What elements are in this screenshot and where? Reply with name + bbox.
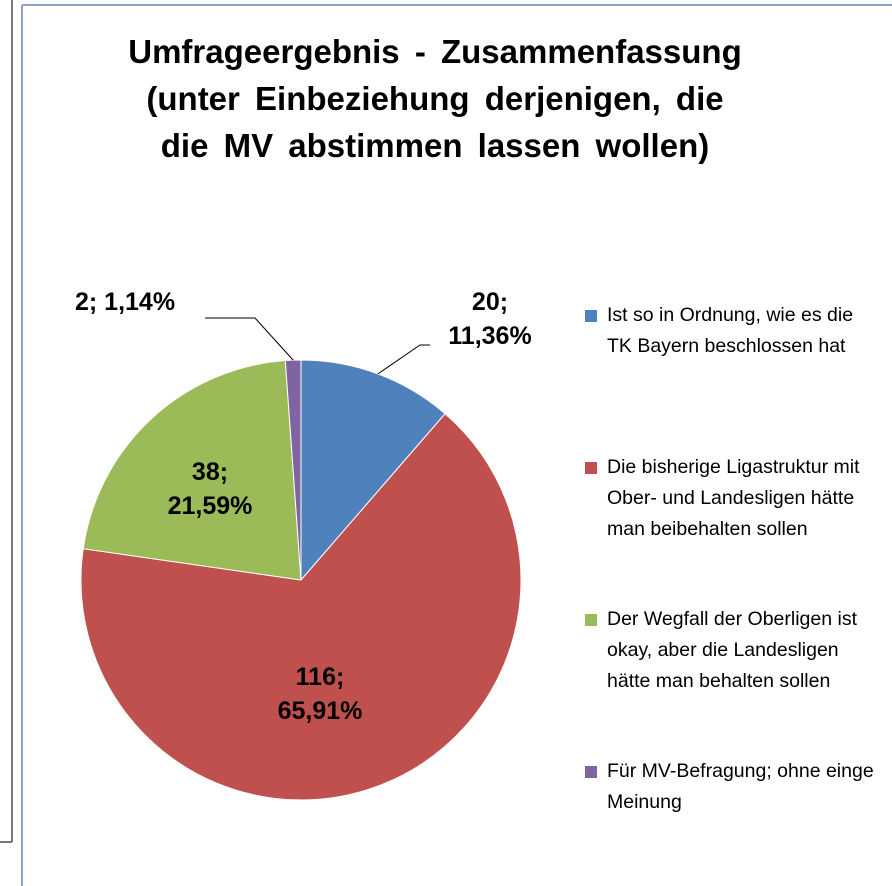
data-label: 2; 1,14% bbox=[75, 288, 176, 316]
data-label: 20; 11,36% bbox=[448, 288, 532, 350]
legend-swatch bbox=[585, 766, 597, 778]
legend-item: Die bisherige Ligastruktur mit Ober- und… bbox=[585, 452, 875, 545]
legend-label: Die bisherige Ligastruktur mit Ober- und… bbox=[607, 456, 860, 540]
legend-item: Ist so in Ordnung, wie es die TK Bayern … bbox=[585, 300, 875, 362]
legend-item: Für MV-Befragung; ohne einge Meinung bbox=[585, 756, 875, 818]
leader-line bbox=[377, 344, 430, 375]
legend-label: Für MV-Befragung; ohne einge Meinung bbox=[607, 760, 874, 813]
pie-slice bbox=[300, 359, 446, 582]
legend-swatch bbox=[585, 462, 597, 474]
legend-swatch bbox=[585, 614, 597, 626]
legend-label: Der Wegfall der Oberligen ist okay, aber… bbox=[607, 608, 857, 692]
data-label: 38; 21,59% bbox=[167, 458, 253, 520]
chart-title: Umfrageergebnis - Zusammenfassung (unter… bbox=[128, 33, 742, 164]
data-label: 116; 65,91% bbox=[277, 663, 363, 725]
legend-item: Der Wegfall der Oberligen ist okay, aber… bbox=[585, 604, 875, 697]
pie-slice bbox=[82, 360, 302, 581]
pie-slice bbox=[284, 359, 302, 581]
legend-label: Ist so in Ordnung, wie es die TK Bayern … bbox=[607, 304, 854, 357]
leader-line bbox=[205, 317, 294, 361]
pie-slice bbox=[80, 413, 522, 801]
legend-swatch bbox=[585, 310, 597, 322]
